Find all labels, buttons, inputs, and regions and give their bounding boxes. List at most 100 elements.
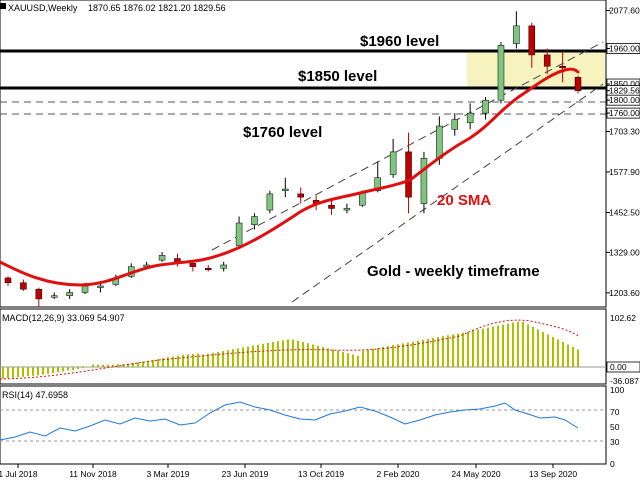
date-tick-label: 2 Feb 2020 xyxy=(376,469,419,479)
date-axis: 1 Jul 2018 11 Nov 2018 3 Mar 2019 23 Jun 20… xyxy=(0,464,577,479)
rsi-tick-label: 30 xyxy=(610,437,620,447)
macd-bar xyxy=(372,348,374,367)
candle-body xyxy=(328,204,335,209)
macd-bar xyxy=(232,349,234,367)
macd-bar xyxy=(347,353,349,367)
macd-bar xyxy=(392,345,394,367)
annotation-1850-level: $1850 level xyxy=(298,68,377,85)
candle-body xyxy=(420,158,428,204)
macd-bar xyxy=(217,351,219,367)
rsi-tick-label: 0 xyxy=(610,459,615,469)
macd-bar xyxy=(122,364,124,367)
macd-bar xyxy=(247,346,249,367)
macd-bar xyxy=(367,349,369,367)
date-tick-label: 13 Oct 2019 xyxy=(298,469,345,479)
macd-bar xyxy=(432,338,434,367)
macd-bar xyxy=(577,349,579,367)
price-tick-label: 1452.50 xyxy=(609,207,640,217)
macd-bar xyxy=(527,324,529,367)
candle-body xyxy=(343,208,351,211)
candle-body xyxy=(266,193,274,211)
macd-bar xyxy=(447,335,449,367)
macd-histogram xyxy=(2,321,579,379)
macd-bar xyxy=(512,322,514,367)
macd-bar xyxy=(77,367,79,370)
macd-bar xyxy=(27,367,29,377)
macd-bar xyxy=(212,352,214,367)
candle-body xyxy=(66,292,73,296)
macd-bar xyxy=(152,359,154,367)
macd-bar xyxy=(177,355,179,367)
price-tick-label: 1760.00 xyxy=(609,108,640,118)
macd-bar xyxy=(32,367,34,376)
macd-bar xyxy=(287,339,289,367)
macd-tick-label: 0.00 xyxy=(610,362,627,372)
macd-bar xyxy=(422,339,424,367)
annotation-1960-level: $1960 level xyxy=(360,33,439,50)
candle-body xyxy=(251,216,258,225)
sma-20-line xyxy=(0,67,580,287)
macd-bar xyxy=(317,345,319,367)
date-tick-label: 23 Jun 2019 xyxy=(222,469,269,479)
macd-bar xyxy=(297,340,299,367)
header-symbol: XAUUSD,Weekly xyxy=(8,3,78,13)
macd-bar xyxy=(412,341,414,367)
macd-bar xyxy=(397,344,399,367)
price-tick-label: 1203.60 xyxy=(609,288,640,298)
macd-bar xyxy=(182,354,184,367)
macd-bar xyxy=(47,367,49,374)
macd-bar xyxy=(197,353,199,367)
channel-upper-line xyxy=(211,41,604,251)
macd-bar xyxy=(267,342,269,367)
macd-bar xyxy=(542,332,544,367)
macd-bar xyxy=(242,347,244,367)
candle-body xyxy=(405,151,412,198)
candle-body xyxy=(543,54,551,67)
macd-tick-label: -36.087 xyxy=(610,376,639,386)
macd-bar xyxy=(492,326,494,367)
annotation-caption: Gold - weekly timeframe xyxy=(367,263,540,280)
rsi-tick-label: 100 xyxy=(610,385,624,395)
date-tick-label: 11 Nov 2018 xyxy=(69,469,117,479)
candle-body xyxy=(35,288,43,300)
price-tick-label: 1329.00 xyxy=(609,247,640,257)
date-tick-label: 13 Sep 2020 xyxy=(529,469,577,479)
macd-bar xyxy=(302,342,304,367)
macd-bar xyxy=(52,367,54,374)
macd-bar xyxy=(452,334,454,367)
symbol-marker-icon xyxy=(0,3,6,9)
macd-bar xyxy=(252,345,254,367)
price-tick-label: 2077.60 xyxy=(609,5,640,15)
price-tick-label: 1577.90 xyxy=(609,167,640,177)
candle-body xyxy=(235,222,243,246)
macd-bar xyxy=(382,347,384,367)
macd-bar xyxy=(192,353,194,367)
candle-body xyxy=(220,264,227,269)
macd-bar xyxy=(497,325,499,367)
macd-bar xyxy=(457,333,459,367)
macd-bar xyxy=(377,347,379,367)
candle-body xyxy=(297,193,304,198)
macd-bar xyxy=(67,367,69,371)
macd-bar xyxy=(37,367,39,376)
price-panel xyxy=(0,0,607,308)
macd-bar xyxy=(572,347,574,367)
rsi-line xyxy=(0,401,579,441)
macd-bar xyxy=(12,367,14,378)
resistance-zone xyxy=(467,51,605,88)
rsi-panel xyxy=(0,385,607,465)
rsi-axis: 100 70 50 30 0 xyxy=(610,385,624,469)
macd-bar xyxy=(117,364,119,367)
header-ohlc: 1870.65 1876.02 1821.20 1829.56 xyxy=(88,3,226,13)
macd-bar xyxy=(562,342,564,367)
macd-bar xyxy=(307,343,309,367)
candle-body xyxy=(205,267,212,271)
price-tick-label: 1829.56 xyxy=(609,86,640,96)
candle-body xyxy=(97,285,104,288)
macd-bar xyxy=(537,329,539,367)
candle-body xyxy=(50,295,58,298)
macd-bar xyxy=(257,344,259,367)
date-tick-label: 1 Jul 2018 xyxy=(0,469,38,479)
macd-bar xyxy=(532,327,534,367)
chart-header: XAUUSD,Weekly 1870.65 1876.02 1821.20 18… xyxy=(0,3,226,13)
